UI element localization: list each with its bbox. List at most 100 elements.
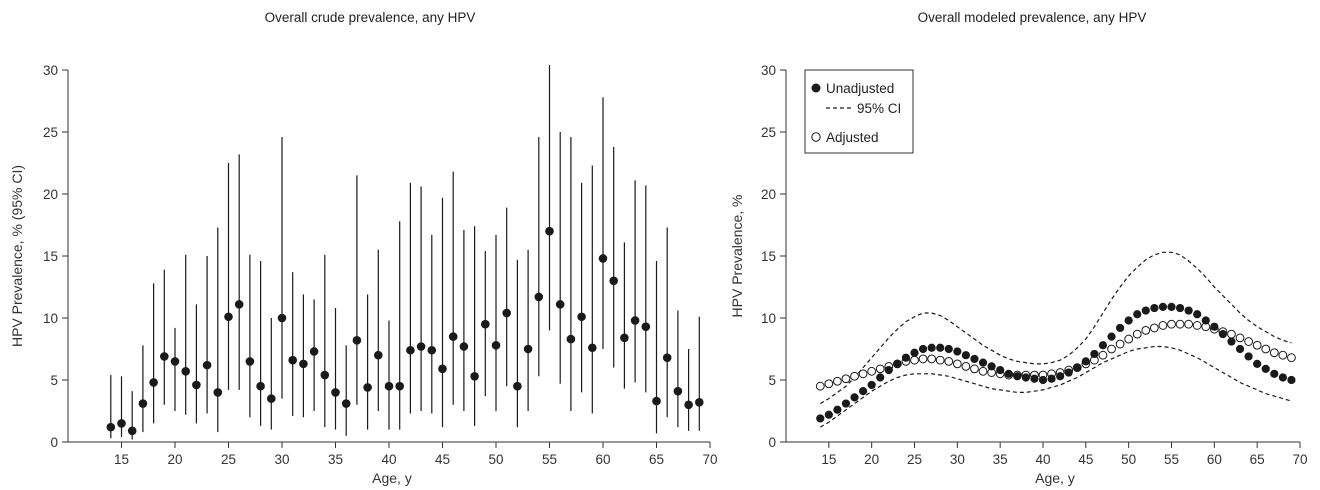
- adjusted-point: [815, 381, 825, 391]
- unadjusted-point: [859, 387, 868, 396]
- adjusted-point: [1244, 337, 1253, 346]
- unadjusted-point: [1013, 372, 1022, 381]
- unadjusted-point: [1107, 332, 1116, 341]
- unadjusted-point: [1158, 302, 1168, 311]
- data-point: [416, 342, 426, 351]
- adjusted-point: [1227, 329, 1236, 339]
- data-point: [395, 381, 405, 391]
- adjusted-point: [1132, 329, 1142, 339]
- adjusted-point: [1261, 344, 1271, 354]
- unadjusted-point: [1021, 373, 1030, 382]
- x-tick-label: 25: [221, 452, 236, 467]
- unadjusted-point: [841, 399, 851, 408]
- unadjusted-point: [1201, 316, 1210, 325]
- x-tick-label: 30: [274, 452, 289, 467]
- unadjusted-point: [987, 362, 996, 371]
- chart-title: Overall crude prevalence, any HPV: [265, 10, 476, 25]
- ci-lower-line: [820, 345, 1292, 428]
- x-tick-label: 45: [1078, 452, 1093, 467]
- x-axis-label: Age, y: [1035, 470, 1075, 486]
- x-tick-label: 50: [1121, 452, 1136, 467]
- unadjusted-point: [1004, 369, 1013, 378]
- unadjusted-point: [1047, 374, 1056, 383]
- unadjusted-point: [1287, 375, 1296, 385]
- unadjusted-point: [850, 393, 859, 402]
- adjusted-point: [1287, 353, 1296, 363]
- x-tick-label: 60: [595, 452, 610, 467]
- data-marks: [815, 251, 1296, 428]
- x-tick-label: 30: [950, 452, 965, 467]
- unadjusted-point: [1124, 316, 1133, 325]
- adjusted-point: [833, 376, 842, 386]
- y-tick-label: 0: [768, 435, 776, 450]
- data-point: [374, 350, 383, 360]
- unadjusted-point: [1081, 357, 1090, 366]
- adjusted-point: [867, 366, 877, 376]
- x-tick-label: 55: [542, 452, 557, 467]
- adjusted-point: [1175, 319, 1185, 329]
- adjusted-point: [1158, 321, 1168, 330]
- data-point: [384, 381, 394, 391]
- unadjusted-point: [996, 365, 1005, 375]
- data-point: [181, 367, 190, 376]
- y-tick-label: 15: [43, 249, 58, 264]
- unadjusted-point: [978, 358, 988, 367]
- unadjusted-point: [961, 351, 971, 360]
- x-tick-label: 35: [993, 452, 1008, 467]
- unadjusted-point: [1167, 302, 1176, 311]
- data-point: [555, 300, 565, 309]
- x-tick-label: 35: [328, 452, 343, 467]
- unadjusted-point: [1133, 310, 1142, 319]
- unadjusted-point: [893, 359, 902, 368]
- unadjusted-point: [901, 353, 911, 362]
- data-point: [256, 381, 265, 391]
- x-tick-label: 20: [864, 452, 879, 467]
- data-point: [620, 333, 629, 343]
- data-point: [534, 292, 544, 302]
- unadjusted-point: [953, 347, 962, 356]
- chart-title: Overall modeled prevalence, any HPV: [918, 10, 1147, 25]
- axis-ticks: 0 5 10 15 20 25 30 15 20 25 30 35 40 45 50 55 60 65 70: [43, 63, 718, 467]
- data-point: [267, 394, 276, 403]
- unadjusted-point: [1270, 369, 1279, 378]
- unadjusted-point: [1141, 306, 1150, 315]
- unadjusted-point: [1227, 337, 1236, 346]
- data-point: [566, 334, 576, 344]
- unadjusted-point: [918, 344, 928, 354]
- data-point: [331, 388, 340, 397]
- unadjusted-point: [816, 414, 825, 423]
- x-tick-label: 65: [649, 452, 664, 467]
- x-tick-label: 25: [907, 452, 922, 467]
- adjusted-point: [1107, 344, 1116, 354]
- data-point: [363, 383, 372, 392]
- y-tick-label: 30: [761, 63, 776, 78]
- x-tick-label: 60: [1207, 452, 1222, 467]
- y-tick-label: 25: [43, 125, 58, 140]
- unadjusted-point: [1056, 372, 1065, 381]
- x-tick-label: 15: [114, 452, 129, 467]
- unadjusted-point: [1150, 303, 1159, 313]
- unadjusted-point: [1261, 364, 1270, 373]
- x-tick-label: 15: [821, 452, 836, 467]
- data-point: [662, 353, 672, 362]
- data-point: [459, 342, 469, 351]
- data-point: [481, 319, 490, 329]
- data-point: [513, 381, 522, 391]
- crude-prevalence-panel: Overall crude prevalence, any HPV Age, y…: [9, 10, 718, 486]
- data-point: [127, 426, 137, 436]
- y-tick-label: 5: [50, 373, 58, 388]
- y-tick-label: 20: [761, 187, 776, 202]
- adjusted-point: [1184, 319, 1194, 329]
- data-point: [502, 308, 512, 318]
- adjusted-point: [858, 369, 868, 379]
- unadjusted-point: [1278, 373, 1287, 382]
- x-tick-label: 65: [1250, 452, 1265, 467]
- adjusted-point: [944, 357, 954, 366]
- adjusted-point: [1269, 348, 1279, 358]
- ci-upper-line: [819, 251, 1292, 405]
- legend-box: [804, 69, 914, 154]
- x-tick-label: 50: [488, 452, 503, 467]
- x-tick-label: 70: [1292, 452, 1307, 467]
- unadjusted-point: [1090, 349, 1099, 359]
- unadjusted-point: [1218, 330, 1227, 339]
